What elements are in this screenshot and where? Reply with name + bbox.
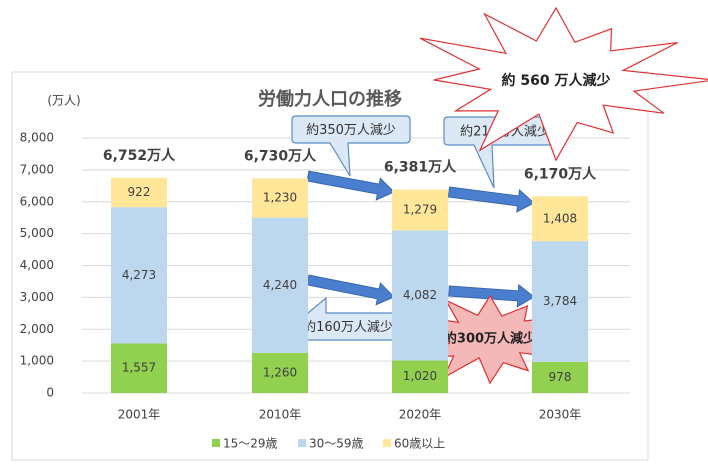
bar-segment: [392, 360, 448, 393]
value-label: 4,240: [263, 278, 297, 292]
value-label: 1,279: [403, 202, 437, 216]
starburst: [419, 6, 708, 162]
legend-swatch: [383, 439, 391, 447]
bar-segment: [252, 217, 308, 353]
legend-label: 60歳以上: [394, 437, 445, 451]
bar-segment: [392, 189, 448, 231]
bar-segment: [111, 343, 167, 393]
y-tick-label: 0: [46, 386, 54, 400]
bar-segment: [252, 352, 308, 393]
x-tick-label: 2020年: [399, 408, 442, 422]
x-tick-label: 2001年: [118, 408, 161, 422]
annotation: 約160万人減少: [303, 319, 393, 335]
y-tick-label: 7,000: [20, 162, 54, 176]
y-tick-label: 2,000: [20, 322, 54, 336]
value-label: 1,230: [263, 191, 297, 205]
arrow: [448, 283, 535, 308]
legend-swatch: [212, 439, 220, 447]
bar-segment: [111, 207, 167, 344]
bar-segment: [252, 178, 308, 218]
annotation: 約350万人減少: [306, 122, 396, 138]
total-label: 6,730万人: [244, 147, 317, 164]
bar-segment: [532, 241, 588, 362]
value-label: 1,020: [403, 369, 437, 383]
bar-segment: [532, 196, 588, 242]
bar-segment: [111, 177, 167, 208]
y-tick-label: 6,000: [20, 194, 54, 208]
bar-segment: [392, 230, 448, 361]
arrow: [447, 186, 535, 213]
value-label: 4,082: [403, 288, 437, 302]
annotation: 約 560 万人減少: [502, 72, 611, 89]
arrow: [306, 274, 395, 306]
x-tick-label: 2010年: [259, 408, 302, 422]
y-tick-label: 5,000: [20, 226, 54, 240]
x-tick-label: 2030年: [539, 408, 582, 422]
value-label: 4,273: [122, 268, 156, 282]
arrow: [306, 170, 395, 201]
chart-title: 労働力人口の推移: [258, 88, 402, 110]
value-label: 978: [549, 370, 572, 384]
value-label: 1,408: [543, 211, 577, 225]
legend-label: 15～29歳: [223, 437, 278, 451]
total-label: 6,381万人: [384, 159, 457, 176]
annotation: 約300万人減少: [444, 331, 536, 347]
total-label: 6,752万人: [103, 147, 176, 164]
callout: [291, 115, 411, 177]
legend-swatch: [298, 439, 306, 447]
y-tick-label: 3,000: [20, 290, 54, 304]
bar-segment: [532, 361, 588, 393]
value-label: 922: [128, 185, 151, 199]
y-unit: (万人): [47, 94, 80, 108]
value-label: 1,260: [263, 365, 297, 379]
legend-label: 30～59歳: [309, 437, 364, 451]
value-label: 1,557: [122, 361, 156, 375]
y-tick-label: 8,000: [20, 131, 54, 145]
value-label: 3,784: [543, 294, 577, 308]
y-tick-label: 4,000: [20, 258, 54, 272]
y-tick-label: 1,000: [20, 354, 54, 368]
total-label: 6,170万人: [524, 165, 597, 182]
